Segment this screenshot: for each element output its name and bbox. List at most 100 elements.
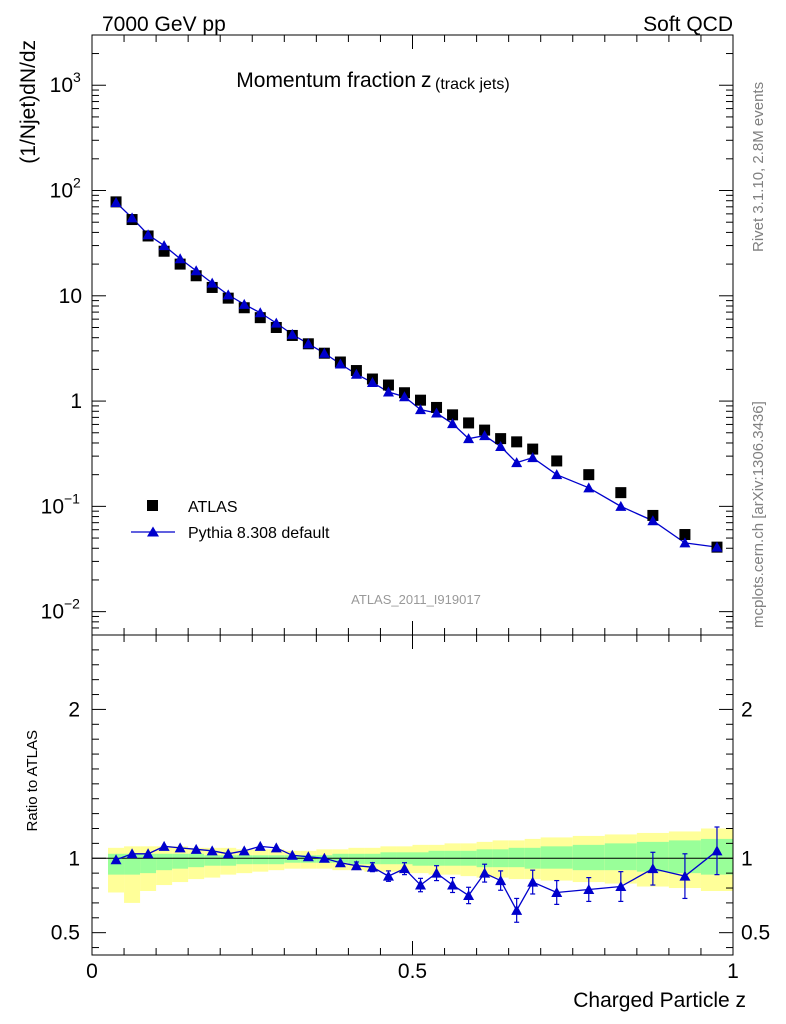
legend-pythia-label: Pythia 8.308 default <box>188 525 330 542</box>
ratio-point <box>318 852 330 863</box>
main-ytick-label: 10 <box>59 285 82 308</box>
ratio-point <box>238 845 250 856</box>
ratio-point <box>711 845 723 856</box>
ratio-point <box>126 848 138 859</box>
ratio-panel: 0.5 0.51 12 2 Ratio to ATLAS 0 0.5 1 Charged … <box>24 634 770 1012</box>
ratio-point <box>142 848 154 859</box>
pythia-point <box>366 377 378 388</box>
ratio-uncertainty-bands <box>108 828 733 903</box>
ratio-point <box>511 904 523 915</box>
main-ytick-label: 10 2 <box>50 175 81 203</box>
xtick-labels: 0 0.5 1 <box>86 960 739 983</box>
ratio-point <box>615 881 627 892</box>
pythia-point <box>286 328 298 339</box>
ratio-point <box>190 843 202 854</box>
inner-band-bin <box>220 855 237 866</box>
main-ytick-label: 10 −1 <box>41 490 81 518</box>
atlas-point <box>463 417 475 429</box>
main-axis-ticks <box>91 34 734 636</box>
ratio-axis-ticks <box>91 635 734 955</box>
ratio-point <box>110 854 122 865</box>
atlas-point <box>447 409 459 421</box>
ratio-point <box>286 849 298 860</box>
ratio-frame <box>91 634 734 956</box>
main-ytick-exp: 3 <box>73 69 81 85</box>
ratio-ytick-label-left: 2 <box>68 698 80 721</box>
ratio-point <box>366 861 378 872</box>
inner-band-bin <box>236 855 253 865</box>
main-ytick-base: 10 <box>41 495 64 518</box>
pythia-series-line <box>115 201 718 548</box>
main-ytick-label: 1 <box>70 390 82 413</box>
ratio-point <box>447 879 459 890</box>
ratio-ylabel: Ratio to ATLAS <box>24 730 41 831</box>
pythia-point <box>334 358 346 369</box>
mcplots-label: mcplots.cern.ch [arXiv:1306.3436] <box>750 401 767 628</box>
ratio-point <box>222 848 234 859</box>
ratio-ytick-labels: 0.5 0.5 1 1 2 2 <box>51 698 770 944</box>
xtick-label: 0.5 <box>398 960 427 983</box>
atlas-point <box>415 394 427 406</box>
pythia-point <box>711 541 723 552</box>
inner-band-bin <box>604 843 637 871</box>
atlas-point <box>254 312 266 324</box>
ratio-point <box>350 860 362 871</box>
rivet-label: Rivet 3.1.10, 2.8M events <box>750 82 767 252</box>
main-data-marks <box>110 196 723 553</box>
pythia-point <box>238 298 250 309</box>
pythia-point <box>318 347 330 358</box>
atlas-point <box>615 487 627 499</box>
pythia-point <box>431 407 443 418</box>
pythia-point <box>126 212 138 223</box>
atlas-point <box>527 443 539 455</box>
pythia-point <box>302 338 314 349</box>
pythia-point <box>551 469 563 480</box>
ratio-ytick-label-right: 0.5 <box>741 922 770 945</box>
inner-band-bin <box>124 853 141 875</box>
ratio-point <box>206 845 218 856</box>
pythia-point <box>382 386 394 397</box>
main-ytick-exp: 2 <box>73 175 81 191</box>
inner-band-bin <box>188 853 205 868</box>
ratio-point <box>495 875 507 886</box>
pythia-point <box>206 277 218 288</box>
pythia-point <box>110 196 122 207</box>
ratio-ytick-label-left: 1 <box>68 847 80 870</box>
ratio-point <box>382 870 394 881</box>
ratio-point <box>415 879 427 890</box>
ratio-point <box>479 867 491 878</box>
pythia-point <box>511 457 523 468</box>
ratio-ytick-label-left: 0.5 <box>51 922 80 945</box>
atlas-point <box>158 245 170 257</box>
inner-band-bin <box>348 853 365 865</box>
ratio-point <box>334 857 346 868</box>
atlas-point <box>382 379 394 391</box>
chart-title-sub2: (track jets) <box>435 76 510 93</box>
pythia-point <box>398 391 410 402</box>
atlas-point <box>583 469 595 481</box>
main-ytick-label: 10 −2 <box>41 596 81 624</box>
inner-band-bin <box>156 853 173 871</box>
main-ylabel: (1/Njet)dN/dz <box>17 40 40 164</box>
main-ytick-exp: −1 <box>64 490 80 506</box>
pythia-point <box>447 418 459 429</box>
inner-band-bin <box>364 853 381 865</box>
ratio-point <box>679 870 691 881</box>
ratio-point <box>463 889 475 900</box>
pythia-point <box>174 253 186 264</box>
atlas-point <box>190 270 202 282</box>
inner-band-bin <box>412 852 429 866</box>
pythia-point <box>495 441 507 452</box>
xlabel: Charged Particle z <box>573 989 746 1012</box>
ratio-point <box>254 840 266 851</box>
pythia-point <box>222 289 234 300</box>
pythia-point <box>254 307 266 318</box>
inner-band-bin <box>252 855 269 865</box>
atlas-point <box>551 455 563 467</box>
energy-label: 7000 GeV pp <box>102 13 226 36</box>
pythia-point <box>190 265 202 276</box>
inner-band-bin <box>204 855 221 866</box>
ratio-data-marks <box>110 826 723 923</box>
